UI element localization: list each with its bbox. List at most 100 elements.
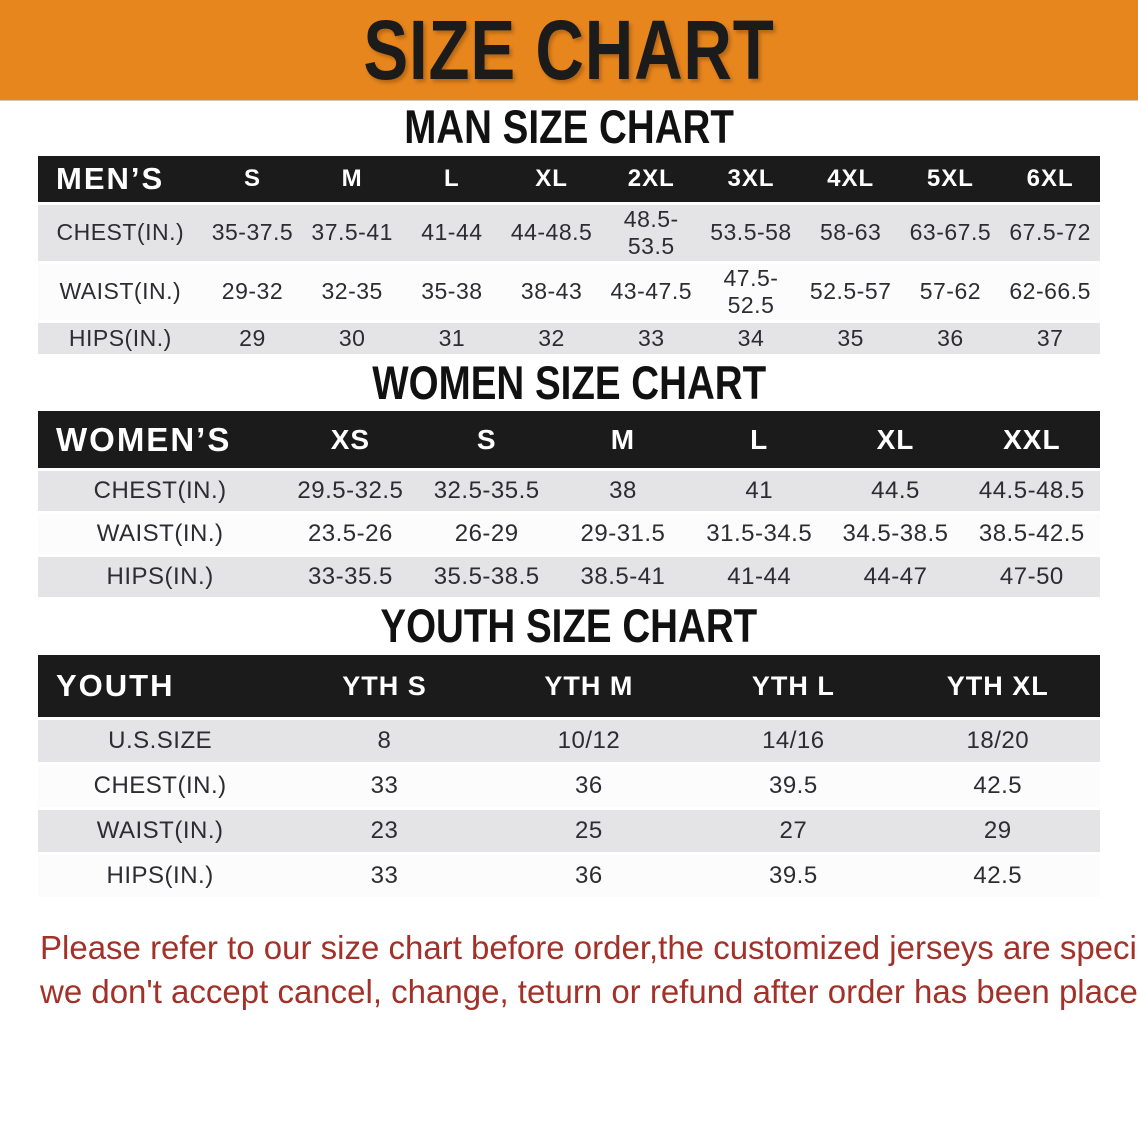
size-value-cell: 36 [900, 322, 1001, 354]
man-section-heading-text: MAN SIZE CHART [404, 100, 734, 153]
size-value-cell: 42.5 [895, 855, 1100, 898]
size-value-cell: 38.5-42.5 [963, 514, 1100, 555]
size-value-cell: 29-31.5 [554, 514, 692, 555]
size-value-cell: 29 [895, 810, 1100, 853]
banner-title: SIZE CHART [363, 3, 775, 97]
size-header-cell: 4XL [800, 155, 901, 202]
size-value-cell: 63-67.5 [900, 204, 1001, 261]
size-value-cell: 44.5 [827, 471, 964, 512]
size-value-cell: 35.5-38.5 [418, 557, 555, 598]
disclaimer-line-2: we don't accept cancel, change, teturn o… [40, 972, 1138, 1010]
size-value-cell: 33-35.5 [282, 557, 419, 598]
youth-section-heading-text: YOUTH SIZE CHART [380, 599, 758, 653]
size-header-cell: S [418, 411, 555, 469]
size-value-cell: 35-37.5 [202, 204, 303, 261]
table-title-cell: YOUTH [38, 655, 283, 718]
size-value-cell: 8 [282, 720, 487, 763]
women-section-heading-text: WOMEN SIZE CHART [372, 355, 766, 409]
size-header-cell: 3XL [701, 155, 801, 202]
table-row: U.S.SIZE 8 10/12 14/16 18/20 [38, 720, 1100, 763]
size-value-cell: 31.5-34.5 [691, 514, 828, 555]
row-label: U.S.SIZE [38, 720, 283, 763]
table-row: CHEST(IN.) 35-37.5 37.5-41 41-44 44-48.5 48.5… [38, 204, 1100, 261]
row-label: WAIST(IN.) [38, 263, 203, 320]
size-header-cell: 2XL [601, 155, 702, 202]
size-value-cell: 38-43 [501, 263, 602, 320]
size-header-cell: XL [501, 155, 602, 202]
table-title-cell: MEN’S [38, 155, 203, 202]
size-value-cell: 34.5-38.5 [827, 514, 964, 555]
table-row: HIPS(IN.) 33 36 39.5 42.5 [38, 855, 1100, 898]
size-value-cell: 58-63 [800, 204, 901, 261]
size-value-cell: 52.5-57 [800, 263, 901, 320]
size-header-cell: 5XL [900, 155, 1001, 202]
row-label: HIPS(IN.) [38, 855, 283, 898]
size-value-cell: 23 [282, 810, 487, 853]
size-value-cell: 41-44 [402, 204, 502, 261]
size-header-cell: L [691, 411, 828, 469]
table-row: HIPS(IN.) 33-35.5 35.5-38.5 38.5-41 41-44 44-… [38, 557, 1100, 598]
size-value-cell: 26-29 [418, 514, 555, 555]
size-value-cell: 23.5-26 [282, 514, 419, 555]
size-value-cell: 33 [282, 765, 487, 808]
size-header-cell: YTH XL [895, 655, 1100, 718]
table-title-cell: WOMEN’S [38, 411, 283, 469]
size-header-cell: M [554, 411, 692, 469]
size-value-cell: 38 [554, 471, 692, 512]
size-chart-banner: SIZE CHART [0, 0, 1138, 101]
size-header-cell: XXL [963, 411, 1100, 469]
size-value-cell: 39.5 [691, 765, 896, 808]
table-row: WAIST(IN.) 23.5-26 26-29 29-31.5 31.5-34.5 34… [38, 514, 1100, 555]
size-value-cell: 34 [701, 322, 801, 354]
size-value-cell: 47-50 [963, 557, 1100, 598]
size-value-cell: 32.5-35.5 [418, 471, 555, 512]
table-header-row: MEN’S S M L XL 2XL 3XL 4XL 5XL 6XL [38, 155, 1100, 202]
disclaimer-line-1: Please refer to our size chart before or… [40, 929, 1138, 967]
row-label: CHEST(IN.) [38, 204, 203, 261]
table-row: CHEST(IN.) 33 36 39.5 42.5 [38, 765, 1100, 808]
size-value-cell: 36 [486, 765, 692, 808]
size-value-cell: 38.5-41 [554, 557, 692, 598]
size-value-cell: 44-47 [827, 557, 964, 598]
size-value-cell: 18/20 [895, 720, 1100, 763]
size-value-cell: 36 [486, 855, 692, 898]
table-header-row: WOMEN’S XS S M L XL XXL [38, 411, 1100, 469]
size-value-cell: 44-48.5 [501, 204, 602, 261]
size-header-cell: YTH S [282, 655, 487, 718]
women-size-table: WOMEN’S XS S M L XL XXL CHEST(IN.) 29.5-32.5 32.5… [38, 408, 1100, 600]
size-header-cell: XL [827, 411, 964, 469]
row-label: HIPS(IN.) [38, 322, 203, 354]
size-value-cell: 43-47.5 [601, 263, 702, 320]
size-value-cell: 35-38 [402, 263, 502, 320]
size-value-cell: 57-62 [900, 263, 1001, 320]
row-label: CHEST(IN.) [38, 765, 283, 808]
size-header-cell: L [402, 155, 502, 202]
size-value-cell: 33 [282, 855, 487, 898]
table-header-row: YOUTH YTH S YTH M YTH L YTH XL [38, 655, 1100, 718]
size-value-cell: 62-66.5 [1000, 263, 1100, 320]
table-row: HIPS(IN.) 29 30 31 32 33 34 35 36 37 [38, 322, 1100, 354]
size-header-cell: YTH M [486, 655, 692, 718]
size-value-cell: 25 [486, 810, 692, 853]
size-header-cell: S [202, 155, 303, 202]
row-label: HIPS(IN.) [38, 557, 283, 598]
size-header-cell: 6XL [1000, 155, 1100, 202]
size-value-cell: 53.5-58 [701, 204, 801, 261]
man-section-heading: MAN SIZE CHART [0, 101, 1138, 153]
women-section-heading: WOMEN SIZE CHART [0, 355, 1138, 409]
men-size-table: MEN’S S M L XL 2XL 3XL 4XL 5XL 6XL CHEST(IN.) 35-37… [38, 153, 1100, 357]
size-value-cell: 67.5-72 [1000, 204, 1100, 261]
order-disclaimer: Please refer to our size chart before or… [40, 926, 1138, 1013]
youth-size-table: YOUTH YTH S YTH M YTH L YTH XL U.S.SIZE 8 10/12… [38, 652, 1100, 900]
size-header-cell: YTH L [691, 655, 896, 718]
size-value-cell: 42.5 [895, 765, 1100, 808]
size-value-cell: 31 [402, 322, 502, 354]
size-header-cell: XS [282, 411, 419, 469]
size-value-cell: 41 [691, 471, 828, 512]
size-value-cell: 37 [1000, 322, 1100, 354]
size-value-cell: 37.5-41 [302, 204, 403, 261]
row-label: WAIST(IN.) [38, 514, 283, 555]
size-value-cell: 48.5-53.5 [601, 204, 702, 261]
size-header-cell: M [302, 155, 403, 202]
